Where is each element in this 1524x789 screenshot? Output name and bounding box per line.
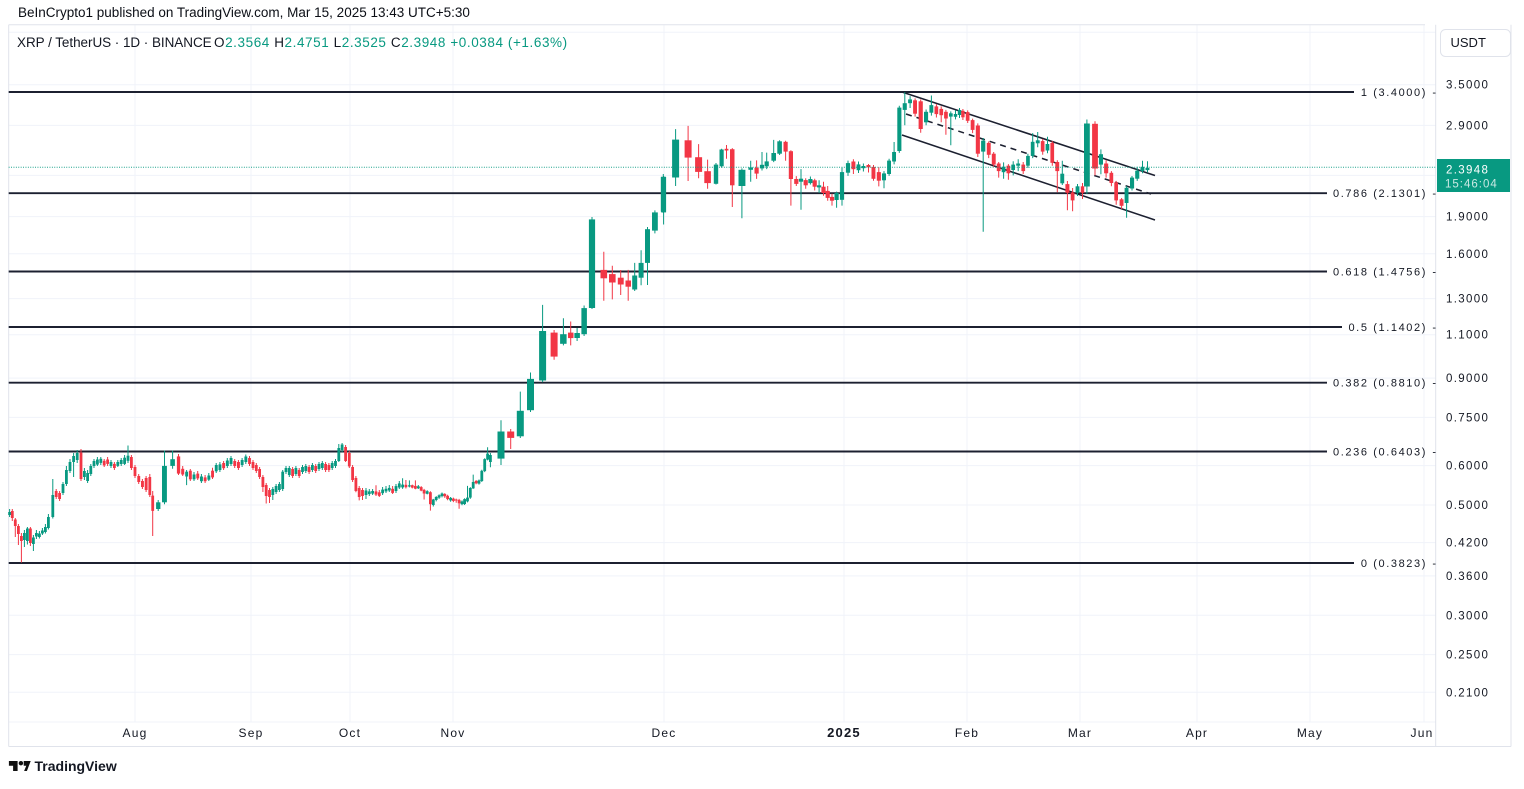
svg-text:0.4200: 0.4200 — [1446, 538, 1489, 550]
svg-text:0.618 (1.4756): 0.618 (1.4756) — [1333, 266, 1427, 278]
svg-text:0.3000: 0.3000 — [1446, 610, 1489, 622]
svg-text:-: - — [1432, 87, 1436, 99]
svg-text:2.3948: 2.3948 — [1446, 165, 1489, 177]
svg-text:15:46:04: 15:46:04 — [1445, 179, 1498, 191]
svg-text:-: - — [1432, 322, 1436, 334]
svg-text:May: May — [1297, 726, 1323, 740]
svg-text:0.9000: 0.9000 — [1446, 373, 1489, 385]
svg-text:O2.3564 H2.4751 L2.3525 C2.394: O2.3564 H2.4751 L2.3525 C2.3948 +0.0384 … — [214, 35, 568, 50]
svg-text:2.9000: 2.9000 — [1446, 120, 1489, 132]
svg-text:-: - — [1432, 446, 1436, 458]
svg-text:0.3600: 0.3600 — [1446, 571, 1489, 583]
svg-text:Oct: Oct — [339, 726, 361, 740]
svg-text:-: - — [1432, 378, 1436, 390]
svg-text:Nov: Nov — [441, 726, 466, 740]
svg-text:0.2100: 0.2100 — [1446, 687, 1489, 699]
svg-text:USDT: USDT — [1451, 35, 1486, 50]
svg-text:TradingView: TradingView — [35, 758, 117, 774]
svg-text:1.3000: 1.3000 — [1446, 294, 1489, 306]
svg-text:-: - — [1432, 266, 1436, 278]
svg-text:0.5000: 0.5000 — [1446, 500, 1489, 512]
svg-text:3.5000: 3.5000 — [1446, 80, 1489, 92]
svg-text:0.382 (0.8810): 0.382 (0.8810) — [1333, 378, 1427, 390]
svg-text:-: - — [1432, 188, 1436, 200]
svg-text:1 (3.4000): 1 (3.4000) — [1361, 87, 1427, 99]
svg-text:0.2500: 0.2500 — [1446, 650, 1489, 662]
svg-text:1.6000: 1.6000 — [1446, 249, 1489, 261]
svg-text:Dec: Dec — [652, 726, 677, 740]
svg-text:2025: 2025 — [827, 725, 861, 740]
svg-text:0.5 (1.1402): 0.5 (1.1402) — [1348, 322, 1427, 334]
svg-text:0.236 (0.6403): 0.236 (0.6403) — [1333, 446, 1427, 458]
svg-text:0.6000: 0.6000 — [1446, 461, 1489, 473]
svg-text:1.9000: 1.9000 — [1446, 212, 1489, 224]
svg-text:Jun: Jun — [1411, 726, 1434, 740]
svg-text:-: - — [1432, 558, 1436, 570]
svg-text:Aug: Aug — [123, 726, 148, 740]
svg-text:Feb: Feb — [955, 726, 979, 740]
svg-text:1.1000: 1.1000 — [1446, 330, 1489, 342]
svg-text:0.7500: 0.7500 — [1446, 412, 1489, 424]
svg-text:Apr: Apr — [1186, 726, 1208, 740]
svg-text:0.786 (2.1301): 0.786 (2.1301) — [1333, 188, 1427, 200]
svg-text:Mar: Mar — [1068, 726, 1092, 740]
svg-text:XRP / TetherUS · 1D · BINANCE: XRP / TetherUS · 1D · BINANCE — [17, 35, 212, 50]
svg-text:0 (0.3823): 0 (0.3823) — [1361, 558, 1427, 570]
svg-text:BeInCrypto1 published on Tradi: BeInCrypto1 published on TradingView.com… — [18, 5, 470, 20]
svg-text:Sep: Sep — [239, 726, 264, 740]
